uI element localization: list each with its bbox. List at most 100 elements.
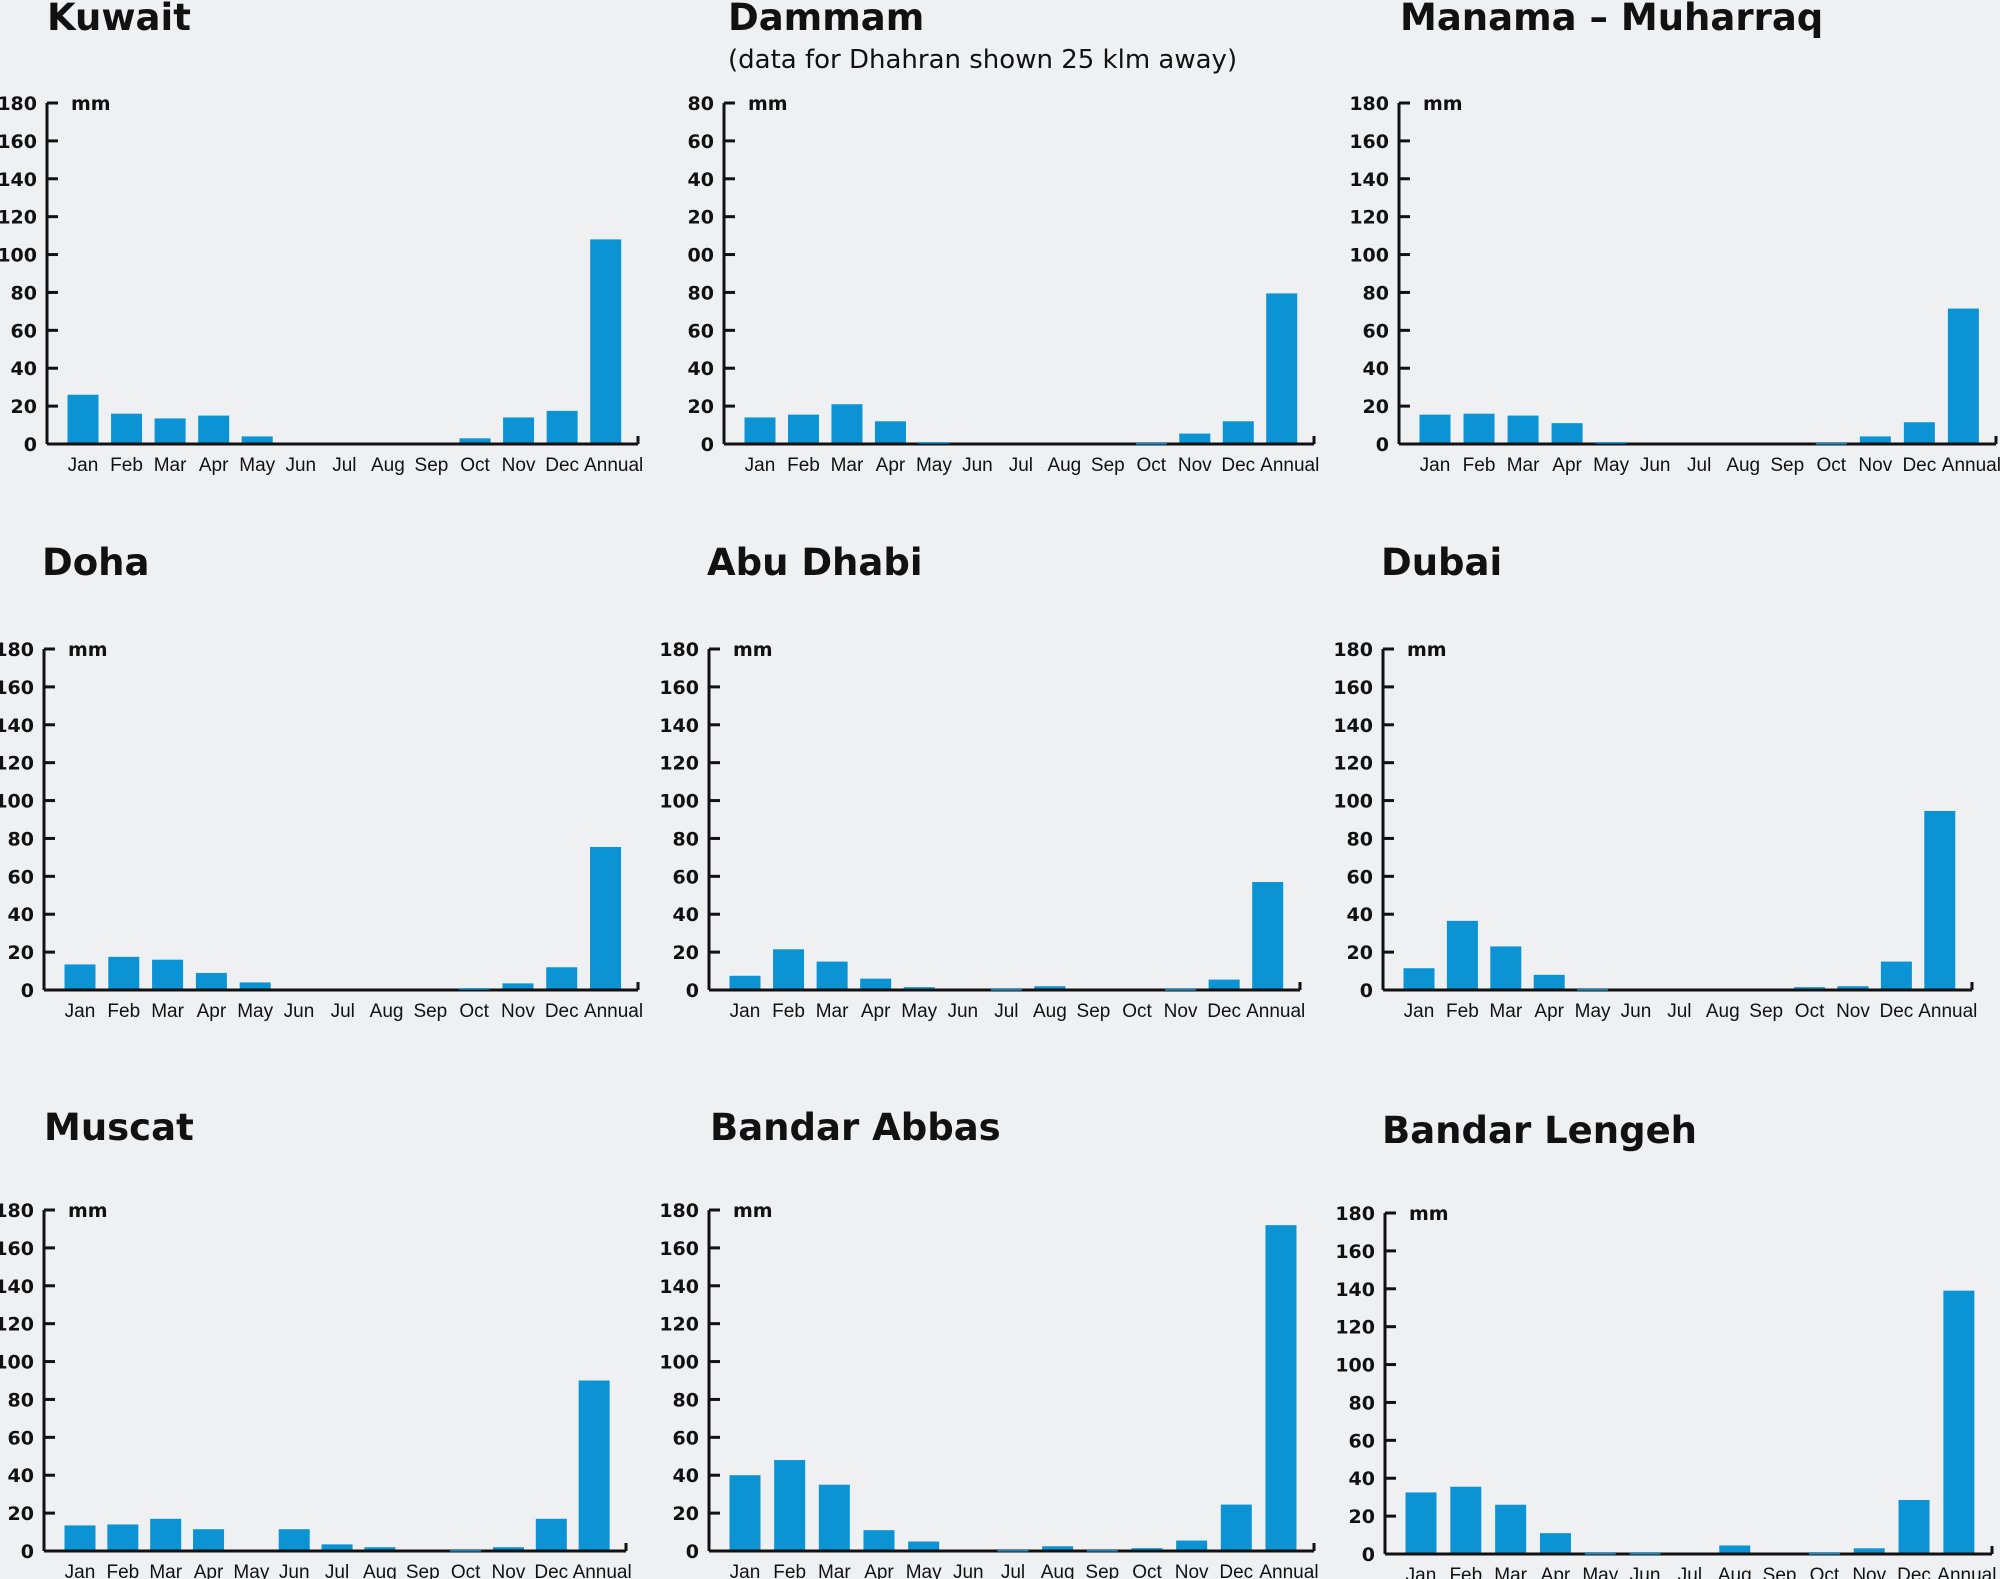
y-tick-label: 180 [659, 1200, 699, 1222]
bar-apr [874, 421, 906, 443]
y-tick-label: 40 [8, 904, 34, 926]
x-tick-label: Aug [370, 1001, 404, 1022]
unit-label: mm [71, 93, 111, 115]
bar-apr [193, 1529, 225, 1550]
x-tick-label: Mar [831, 455, 864, 476]
x-tick-label: Nov [1175, 1562, 1209, 1579]
bar-may [918, 442, 950, 444]
bar-dec [1208, 979, 1240, 989]
y-tick-label: 140 [1333, 715, 1373, 737]
x-tick-label: May [233, 1562, 269, 1579]
x-tick-label: Aug [1718, 1565, 1752, 1579]
y-tick-label: 160 [0, 1238, 34, 1260]
x-tick-label: Sep [1077, 1001, 1111, 1022]
bar-jan [1403, 968, 1435, 989]
bar-may [1584, 1553, 1616, 1555]
chart-subtitle: (data for Dhahran shown 25 klm away) [728, 45, 1237, 75]
chart-title: Abu Dhabi [707, 541, 923, 584]
x-tick-label: Mar [149, 1562, 182, 1579]
bar-dec [1222, 421, 1254, 443]
y-tick-label: 120 [0, 753, 34, 775]
x-tick-label: Oct [1817, 455, 1847, 476]
bar-sep [1086, 1550, 1118, 1552]
y-tick-label: 100 [0, 245, 37, 267]
y-tick-label: 80 [8, 828, 34, 850]
y-tick-label: 120 [1349, 207, 1389, 229]
y-tick-label: 40 [1363, 358, 1389, 380]
bar-apr [860, 978, 892, 989]
y-tick-label: 20 [673, 942, 699, 964]
x-tick-label: Jan [1404, 1001, 1435, 1022]
y-tick-label: 140 [1335, 1279, 1375, 1301]
x-tick-label: Apr [199, 455, 229, 476]
x-tick-label: Jan [65, 1562, 96, 1579]
bar-nov [503, 417, 535, 443]
x-tick-label: May [239, 455, 275, 476]
y-tick-label: 40 [673, 1465, 699, 1487]
y-tick-label: 0 [21, 980, 34, 1002]
x-tick-label: Sep [1085, 1562, 1119, 1579]
x-tick-label: May [237, 1001, 273, 1022]
x-tick-label: Annual [1259, 1562, 1318, 1579]
bar-oct [458, 988, 490, 990]
bar-annual [1266, 293, 1298, 443]
bar-mar [1495, 1504, 1527, 1553]
bar-nov [1853, 1548, 1885, 1553]
bar-jul [997, 1550, 1029, 1552]
bar-dec [546, 410, 578, 443]
bar-apr [863, 1530, 895, 1550]
x-tick-label: Feb [1446, 1001, 1479, 1022]
bar-aug [1042, 1546, 1074, 1550]
y-tick-label: 140 [0, 715, 34, 737]
y-tick-label: 160 [659, 677, 699, 699]
bar-mar [154, 418, 186, 443]
bar-may [1577, 989, 1609, 991]
y-tick-label: 20 [1349, 1506, 1375, 1528]
y-tick-label: 0 [701, 434, 714, 456]
x-tick-label: May [916, 455, 952, 476]
unit-label: mm [733, 1200, 773, 1222]
chart-dammam: Dammam (data for Dhahran shown 25 klm awa… [688, 0, 1320, 476]
y-tick-label: 120 [659, 1314, 699, 1336]
x-tick-label: Nov [1858, 455, 1892, 476]
x-tick-label: Oct [1795, 1001, 1825, 1022]
y-tick-label: 120 [659, 753, 699, 775]
chart-title: Manama – Muharraq [1400, 0, 1823, 39]
chart-title: Doha [42, 541, 149, 584]
y-tick-label: 100 [1335, 1355, 1375, 1377]
x-tick-label: Nov [1178, 455, 1212, 476]
y-tick-label: 0 [1376, 434, 1389, 456]
x-tick-label: Jan [1406, 1565, 1437, 1579]
y-tick-label: 180 [0, 1200, 34, 1222]
x-tick-label: Sep [1091, 455, 1125, 476]
x-tick-label: Jul [1001, 1562, 1025, 1579]
y-tick-label: 0 [1360, 980, 1373, 1002]
y-tick-label: 80 [1349, 1392, 1375, 1414]
bar-may [241, 436, 273, 443]
bar-aug [364, 1547, 396, 1550]
x-tick-label: May [1593, 455, 1629, 476]
bar-may [903, 987, 935, 989]
y-tick-label: 40 [11, 358, 37, 380]
chart-kuwait: Kuwait 0 20 40 60 80 100 120 140 160 180 mm Jan Feb Ma… [0, 0, 643, 476]
x-tick-label: Feb [106, 1562, 139, 1579]
x-tick-label: Sep [406, 1562, 440, 1579]
x-tick-label: Jun [1630, 1565, 1661, 1579]
bar-may [239, 982, 271, 989]
bar-nov [1859, 436, 1891, 443]
x-tick-label: Oct [1137, 455, 1167, 476]
x-tick-label: Apr [197, 1001, 227, 1022]
bar-annual [578, 1380, 610, 1550]
bar-mar [150, 1518, 182, 1550]
bar-mar [152, 959, 184, 989]
y-tick-label: 120 [1333, 753, 1373, 775]
bar-mar [818, 1484, 850, 1550]
x-tick-label: Feb [773, 1562, 806, 1579]
bar-jan [64, 964, 96, 989]
x-tick-label: Jan [730, 1001, 761, 1022]
y-tick-label: 60 [8, 866, 34, 888]
y-tick-label: 80 [673, 1389, 699, 1411]
y-tick-label: 0 [1362, 1544, 1375, 1566]
y-tick-label: 60 [673, 1427, 699, 1449]
y-tick-label: 20 [673, 1503, 699, 1525]
